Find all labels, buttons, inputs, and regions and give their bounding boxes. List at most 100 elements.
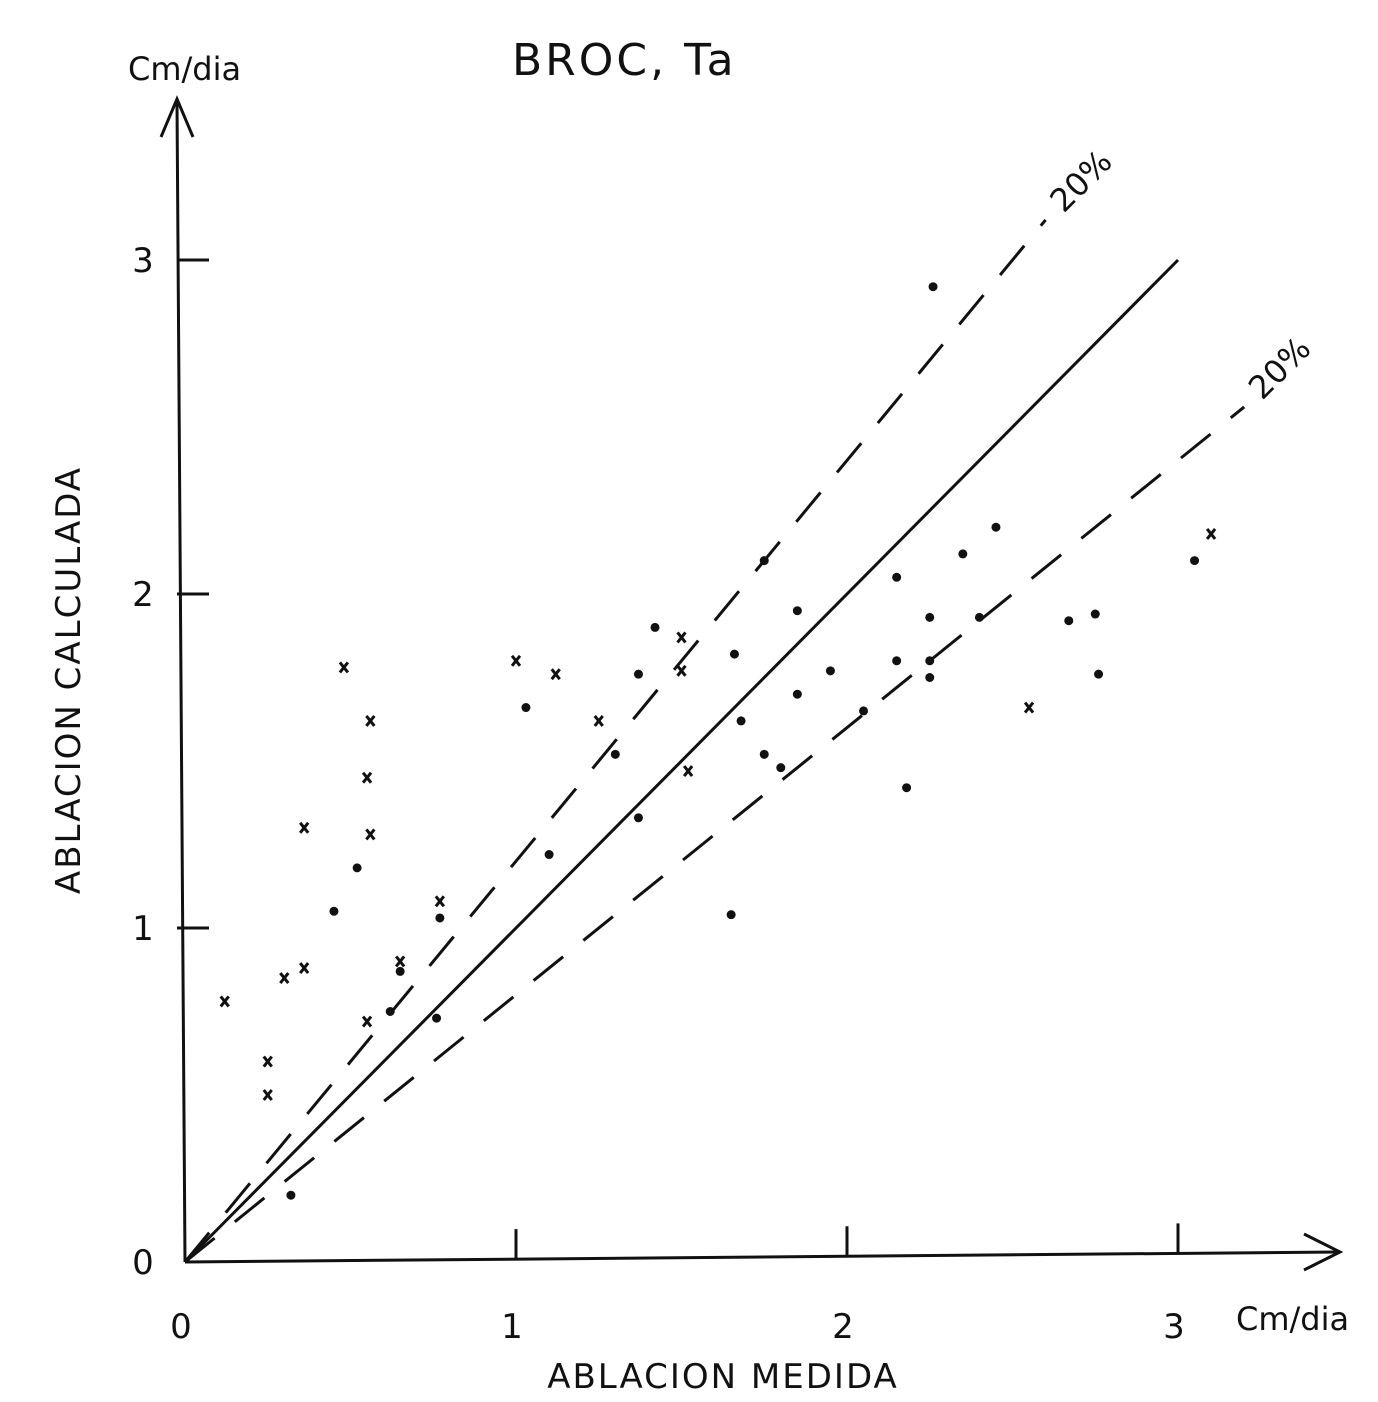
x-marker-stroke bbox=[298, 962, 310, 975]
data-point-x bbox=[676, 631, 687, 644]
data-point-dot bbox=[726, 910, 736, 920]
x-tick-label: 1 bbox=[501, 1307, 523, 1347]
data-point-dot bbox=[759, 556, 769, 566]
data-point-x bbox=[510, 654, 522, 667]
data-point-x bbox=[1205, 527, 1217, 540]
x-marker-stroke bbox=[361, 771, 373, 784]
x-marker-stroke bbox=[676, 664, 687, 677]
data-point-x bbox=[593, 714, 604, 727]
x-axis-title: ABLACION MEDIDA bbox=[547, 1357, 899, 1397]
data-point-dot bbox=[610, 749, 620, 759]
data-point-x bbox=[361, 771, 373, 784]
data-point-dot bbox=[892, 572, 902, 582]
data-point-dot bbox=[1190, 556, 1200, 566]
data-point-dot bbox=[729, 649, 739, 659]
x-marker-stroke bbox=[219, 995, 230, 1008]
y-tick-label: 1 bbox=[132, 909, 154, 949]
data-point-dot bbox=[892, 656, 902, 666]
y-tick-label: 2 bbox=[132, 575, 154, 615]
x-axis-unit: Cm/dia bbox=[1236, 1300, 1349, 1338]
data-point-dot bbox=[435, 913, 445, 923]
data-point-dot bbox=[958, 549, 968, 559]
data-point-dot bbox=[792, 606, 802, 616]
data-point-dot bbox=[650, 622, 660, 632]
data-point-dot bbox=[825, 666, 835, 676]
data-point-x bbox=[219, 995, 230, 1008]
x-tick-label: 0 bbox=[170, 1307, 192, 1347]
data-point-dot bbox=[286, 1190, 296, 1200]
x-marker-stroke bbox=[279, 972, 290, 985]
data-point-dot bbox=[902, 783, 912, 793]
data-point-x bbox=[279, 972, 290, 985]
data-point-dot bbox=[544, 850, 554, 860]
x-marker-stroke bbox=[394, 955, 406, 968]
data-point-dot bbox=[925, 673, 935, 682]
data-point-x bbox=[682, 765, 694, 777]
data-point-x bbox=[365, 828, 376, 841]
x-marker-stroke bbox=[1205, 527, 1217, 540]
data-point-dot bbox=[792, 689, 802, 699]
data-point-x bbox=[434, 895, 446, 908]
data-point-dot bbox=[759, 749, 769, 759]
x-marker-stroke bbox=[298, 821, 310, 834]
y-axis-arrow bbox=[159, 95, 195, 138]
y-axis-unit: Cm/dia bbox=[128, 50, 241, 88]
data-point-dot bbox=[991, 522, 1001, 532]
data-point-dot bbox=[925, 656, 935, 666]
data-point-dot bbox=[859, 706, 869, 716]
tolerance-line-label: 20% bbox=[1042, 142, 1119, 219]
data-point-dot bbox=[974, 612, 984, 622]
data-point-dot bbox=[1094, 669, 1104, 679]
data-point-x bbox=[365, 714, 376, 727]
reference-lines-group: 20% 20% bbox=[183, 142, 1318, 1264]
data-point-dot bbox=[1064, 616, 1074, 626]
data-point-dot bbox=[329, 906, 339, 916]
x-marker-stroke bbox=[262, 1055, 273, 1068]
x-tick-label: 2 bbox=[832, 1307, 854, 1347]
chart-title: BROC, Ta bbox=[512, 35, 737, 86]
x-marker-stroke bbox=[550, 668, 561, 681]
x-axis-line bbox=[184, 1250, 1339, 1264]
data-point-dot bbox=[736, 716, 746, 726]
tolerance-line bbox=[183, 218, 1047, 1263]
x-marker-stroke bbox=[593, 714, 604, 727]
data-point-x bbox=[1023, 701, 1035, 714]
data-point-x bbox=[394, 955, 406, 968]
x-marker-stroke bbox=[338, 661, 350, 674]
data-point-dot bbox=[925, 612, 935, 622]
data-point-x bbox=[676, 664, 687, 677]
data-point-dot bbox=[633, 669, 643, 679]
data-point-dot bbox=[432, 1013, 442, 1023]
labels-group: BROC, Ta Cm/dia Cm/dia ABLACION MEDIDA A… bbox=[49, 35, 1349, 1397]
data-points-group bbox=[219, 282, 1217, 1200]
data-point-dot bbox=[395, 966, 405, 976]
data-point-dot bbox=[352, 863, 362, 873]
tolerance-line-label: 20% bbox=[1241, 329, 1318, 406]
x-marker-stroke bbox=[365, 714, 376, 727]
data-point-x bbox=[361, 1015, 373, 1028]
data-point-x bbox=[262, 1089, 273, 1101]
data-point-dot bbox=[385, 1007, 395, 1016]
x-marker-stroke bbox=[1023, 701, 1035, 714]
data-point-x bbox=[338, 661, 350, 674]
x-marker-stroke bbox=[510, 654, 522, 667]
x-axis-arrow bbox=[1303, 1232, 1344, 1272]
y-tick-label: 3 bbox=[132, 241, 154, 281]
x-marker-stroke bbox=[365, 828, 376, 841]
x-tick-label: 3 bbox=[1163, 1307, 1185, 1347]
axes-group: 0 1 2 3 0 1 2 3 bbox=[132, 95, 1344, 1347]
x-marker-stroke bbox=[682, 765, 694, 777]
tolerance-line bbox=[184, 405, 1246, 1264]
x-marker-stroke bbox=[434, 895, 446, 908]
x-marker-stroke bbox=[361, 1015, 373, 1028]
y-axis-title: ABLACION CALCULADA bbox=[49, 466, 89, 894]
data-point-dot bbox=[928, 282, 938, 292]
identity-line bbox=[183, 258, 1180, 1264]
data-point-x bbox=[298, 962, 310, 975]
data-point-x bbox=[262, 1055, 273, 1068]
data-point-dot bbox=[776, 763, 786, 773]
data-point-dot bbox=[521, 703, 531, 713]
x-marker-stroke bbox=[262, 1089, 273, 1101]
